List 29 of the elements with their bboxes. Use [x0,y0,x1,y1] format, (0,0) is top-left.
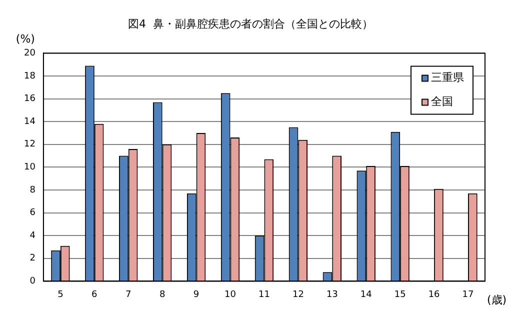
x-tick-label: 5 [58,290,64,300]
x-tick-label: 14 [360,290,372,300]
x-tick-label: 17 [462,290,474,300]
y-axis-title: (%) [16,32,35,46]
y-tick-label: 18 [24,71,36,82]
chart-title: 図4 鼻・副鼻腔疾患の者の割合（全国との比較） [128,17,373,30]
x-tick-label: 12 [292,290,304,300]
y-tick-label: 20 [24,48,36,59]
x-tick-label: 15 [394,290,406,300]
y-tick-label: 4 [30,230,36,241]
legend-label: 全国 [431,95,453,108]
y-tick-label: 8 [30,185,36,196]
x-tick-label: 13 [326,290,338,300]
y-tick-label: 10 [24,162,36,173]
x-tick-label: 10 [224,290,236,300]
x-tick-label: 16 [428,290,440,300]
x-tick-label: 11 [258,290,270,300]
y-tick-label: 2 [30,254,36,264]
x-tick-label: 8 [159,290,166,300]
x-tick-label: 6 [92,290,98,300]
legend-label: 三重県 [431,71,464,84]
y-tick-label: 12 [24,140,36,150]
y-tick-label: 14 [24,116,36,127]
x-axis-title: (歳) [487,294,507,307]
x-tick-label: 9 [193,290,200,300]
y-tick-label: 0 [30,276,36,287]
y-tick-label: 16 [24,94,36,104]
x-tick-label: 7 [126,290,132,300]
y-tick-label: 6 [30,208,36,218]
